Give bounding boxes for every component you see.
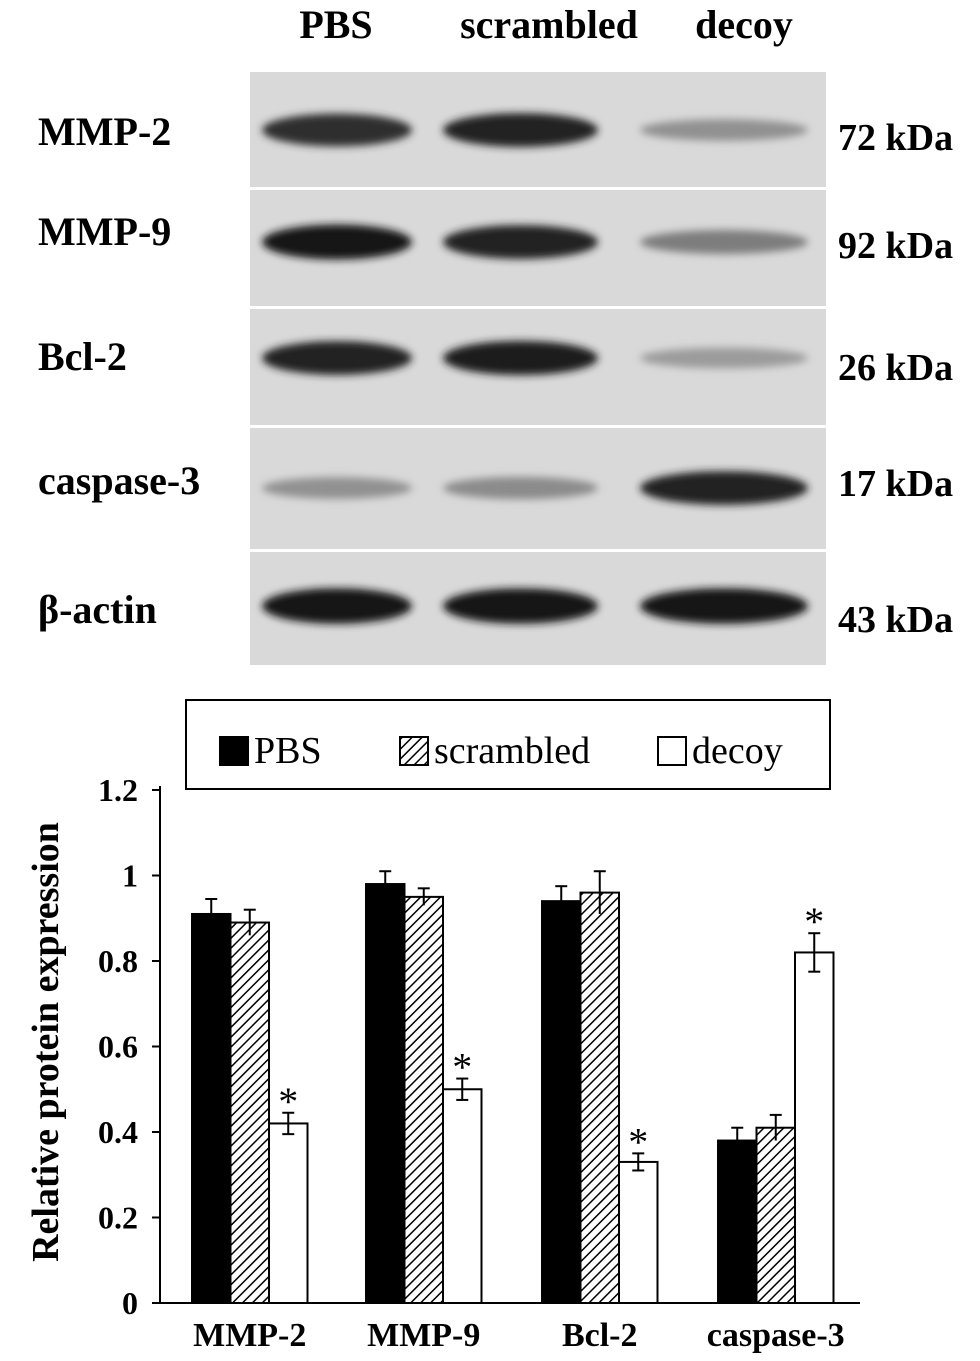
- blot-band: [640, 347, 808, 369]
- error-bar: [243, 908, 256, 936]
- legend-swatch: [657, 736, 687, 766]
- blot-row: MMP-9 92 kDa: [38, 190, 953, 306]
- molecular-weight-label: 17 kDa: [838, 463, 953, 505]
- bar-scrambled: [229, 921, 270, 1305]
- protein-label: caspase-3: [38, 458, 200, 503]
- blot-band: [262, 341, 412, 375]
- bar-group: *: [717, 899, 835, 1305]
- significance-marker: *: [452, 1045, 472, 1090]
- error-bar: [731, 1126, 744, 1154]
- error-bar: [282, 1111, 295, 1136]
- x-tick-label: MMP-9: [367, 1317, 480, 1354]
- significance-marker: *: [628, 1119, 648, 1164]
- lane-label: PBS: [299, 2, 372, 47]
- bar-PBS: [365, 883, 406, 1304]
- blot-band: [640, 230, 808, 254]
- blot-band: [443, 225, 598, 259]
- error-bar: [456, 1077, 469, 1101]
- bar-chart: PBS scrambled decoy Relative protein expre…: [25, 699, 860, 1354]
- protein-label: MMP-2: [38, 109, 171, 154]
- blot-row: β-actin 43 kDa: [38, 552, 953, 665]
- bar-decoy: [268, 1122, 309, 1304]
- lane-labels: PBS scrambled decoy: [299, 2, 793, 47]
- y-tick-label: 0: [122, 1285, 138, 1321]
- bar-PBS: [717, 1139, 758, 1305]
- protein-label: β-actin: [38, 587, 157, 632]
- y-tick-label: 0.6: [98, 1029, 138, 1065]
- legend-label: decoy: [692, 730, 783, 772]
- bar-group: *: [365, 870, 483, 1304]
- blot-band: [443, 588, 598, 624]
- significance-marker: *: [804, 899, 824, 944]
- error-bar: [417, 887, 430, 906]
- error-bar: [769, 1113, 782, 1141]
- blot-band: [640, 471, 808, 505]
- legend-label: PBS: [254, 730, 322, 772]
- x-tick-label: MMP-2: [193, 1317, 306, 1354]
- blot-row: Bcl-2 26 kDa: [38, 309, 953, 425]
- error-bar: [808, 932, 821, 973]
- blot-rows: MMP-2 72 kDa MMP-9 92 kDa Bcl-2 26 kDa caspase…: [38, 72, 953, 665]
- x-tick-label: caspase-3: [707, 1317, 845, 1354]
- y-tick-label: 0.4: [98, 1114, 138, 1150]
- western-blot-panel: PBS scrambled decoy MMP-2 72 kDa MMP-9 92 kDa…: [38, 2, 953, 665]
- legend-label: scrambled: [434, 730, 590, 772]
- y-tick-label: 0.8: [98, 943, 138, 979]
- blot-band: [640, 588, 808, 624]
- blot-band: [262, 113, 412, 147]
- y-tick-label: 1.2: [98, 772, 138, 808]
- lane-label: scrambled: [460, 2, 638, 47]
- molecular-weight-label: 92 kDa: [838, 225, 953, 267]
- error-bar: [379, 870, 392, 897]
- bar-scrambled: [579, 891, 620, 1304]
- bar-scrambled: [403, 895, 444, 1304]
- x-tick-labels: MMP-2 MMP-9 Bcl-2 caspase-3: [193, 1317, 845, 1354]
- blot-band: [262, 477, 412, 499]
- y-tick-label: 1: [122, 858, 138, 894]
- blot-band: [443, 476, 598, 500]
- significance-marker: *: [278, 1079, 298, 1124]
- blot-row: MMP-2 72 kDa: [38, 72, 953, 187]
- error-bar: [632, 1152, 645, 1172]
- chart-legend: PBS scrambled decoy: [185, 699, 831, 790]
- blot-band: [640, 119, 808, 141]
- x-tick-label: Bcl-2: [562, 1317, 638, 1354]
- bar-group: *: [191, 898, 309, 1305]
- bar-decoy: [442, 1088, 483, 1304]
- bar-decoy: [618, 1160, 659, 1305]
- error-bar: [555, 885, 568, 917]
- blot-band: [443, 340, 598, 376]
- molecular-weight-label: 43 kDa: [838, 599, 953, 641]
- bar-group: *: [541, 870, 659, 1305]
- bar-PBS: [191, 912, 232, 1304]
- error-bar: [205, 898, 218, 929]
- y-tick-label: 0.2: [98, 1200, 138, 1236]
- molecular-weight-label: 72 kDa: [838, 117, 953, 159]
- protein-label: Bcl-2: [38, 334, 127, 379]
- blot-row: caspase-3 17 kDa: [38, 428, 953, 549]
- bar-decoy: [794, 951, 835, 1304]
- bar-scrambled: [755, 1126, 796, 1304]
- legend-swatch: [219, 736, 249, 766]
- chart-bars: * * * *: [191, 870, 835, 1305]
- y-axis-label: Relative protein expression: [25, 822, 67, 1262]
- molecular-weight-label: 26 kDa: [838, 347, 953, 389]
- bar-PBS: [541, 900, 582, 1305]
- blot-band: [262, 224, 412, 260]
- legend-box: [185, 699, 831, 790]
- error-bar: [593, 870, 606, 914]
- protein-label: MMP-9: [38, 209, 171, 254]
- blot-band: [262, 588, 412, 624]
- blot-band: [443, 113, 598, 147]
- lane-label: decoy: [695, 2, 793, 47]
- legend-swatch: [399, 736, 429, 766]
